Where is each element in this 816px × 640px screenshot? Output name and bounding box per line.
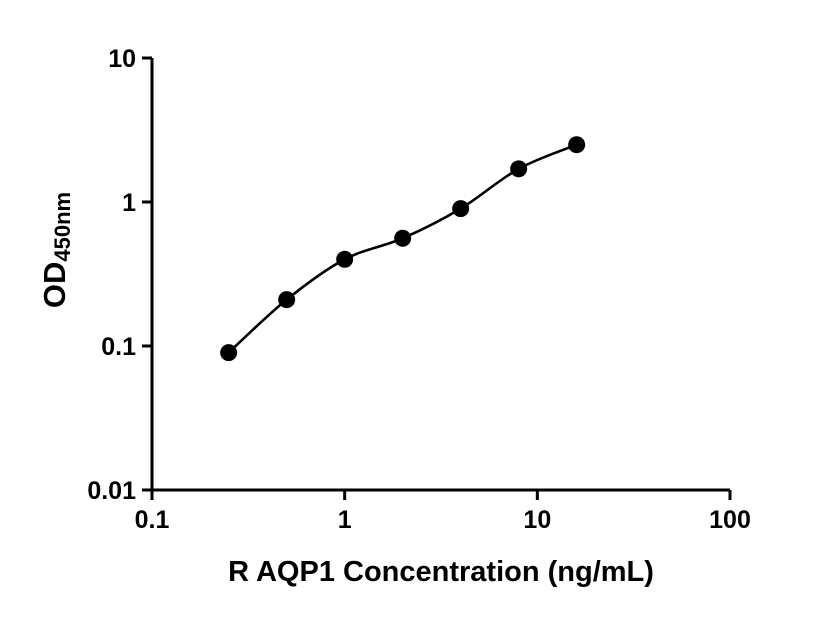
data-point	[278, 291, 296, 309]
data-point	[452, 200, 470, 218]
x-tick-label: 0.1	[135, 506, 170, 534]
x-tick-label: 1	[338, 506, 352, 534]
data-point	[510, 160, 528, 178]
x-axis-label: R AQP1 Concentration (ng/mL)	[228, 556, 654, 588]
y-axis-label-subscript: 450nm	[50, 191, 75, 262]
x-tick-label: 100	[709, 506, 751, 534]
data-point	[220, 344, 238, 362]
y-tick-label: 0.1	[101, 333, 136, 361]
fit-line	[227, 143, 578, 354]
y-axis-label-main: OD	[37, 261, 72, 309]
data-point	[394, 229, 412, 247]
y-tick-label: 0.01	[87, 477, 136, 505]
y-tick-label: 1	[122, 189, 136, 217]
y-axis-label: OD450nm	[35, 80, 75, 420]
data-point	[568, 136, 586, 154]
x-tick-label: 10	[523, 506, 551, 534]
data-point	[336, 250, 354, 268]
y-tick-label: 10	[108, 45, 136, 73]
